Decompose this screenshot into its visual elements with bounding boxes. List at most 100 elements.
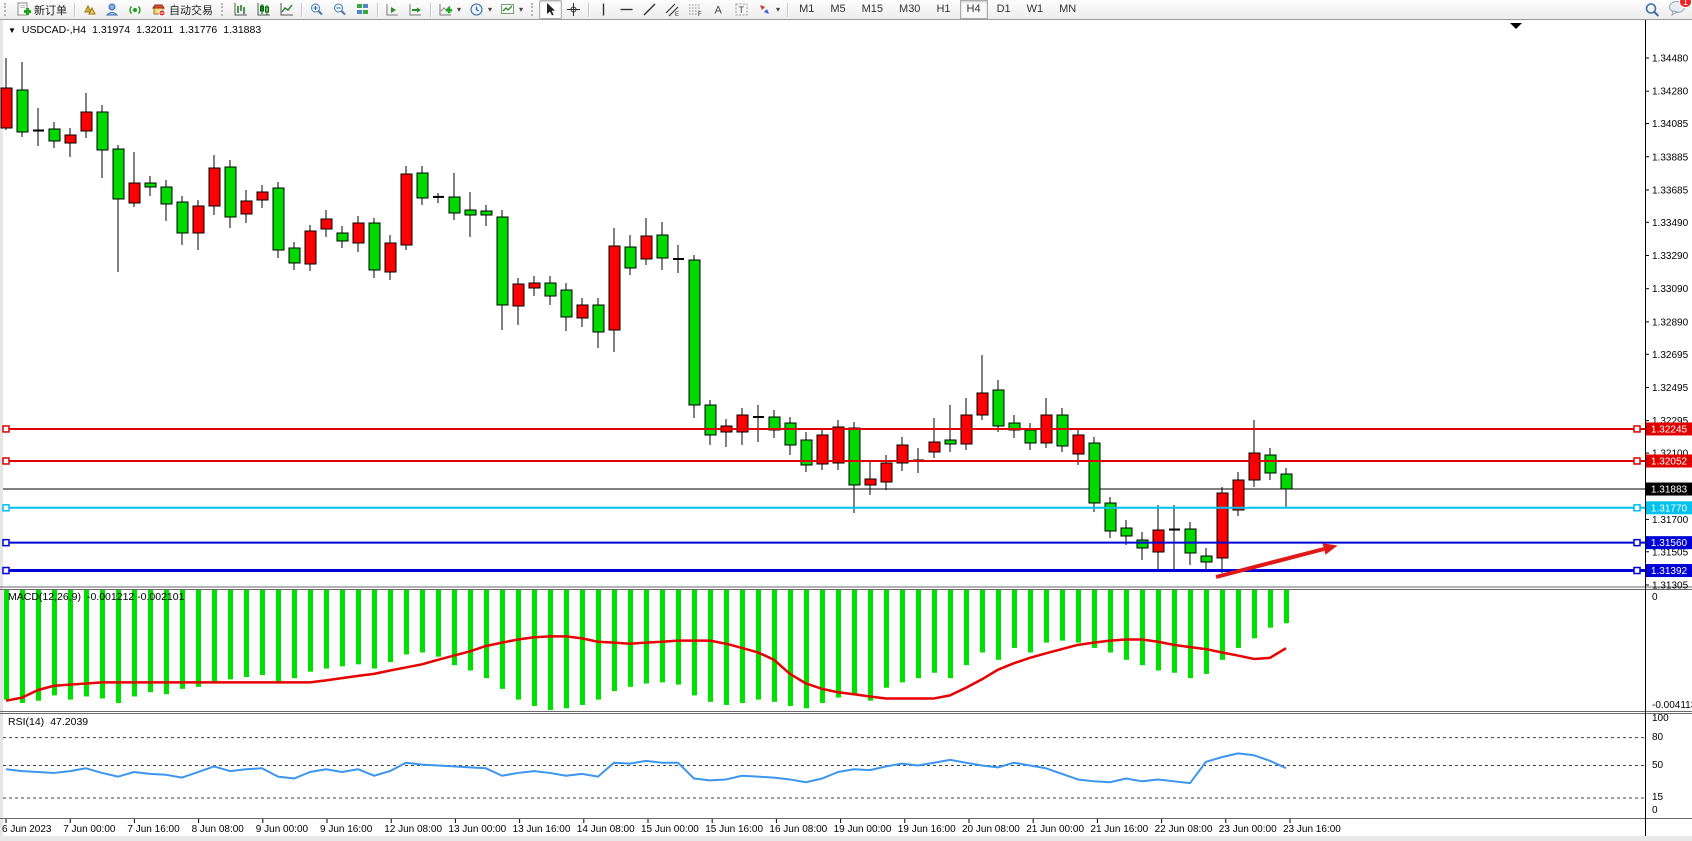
signals-button[interactable] — [124, 0, 147, 19]
quote-line: ▼ USDCAD-,H4 1.31974 1.32011 1.31776 1.3… — [8, 24, 261, 36]
time-axis-label: 13 Jun 00:00 — [448, 824, 506, 835]
macd-histogram-bar — [68, 589, 73, 700]
horizontal-line-button[interactable] — [615, 0, 638, 19]
text-button[interactable]: A — [707, 0, 730, 19]
candle-doji — [753, 416, 764, 419]
clock-icon — [469, 2, 484, 17]
fibonacci-button[interactable]: F — [684, 0, 707, 19]
support-line-blue-2-handle[interactable] — [1633, 566, 1641, 575]
price-tag — [1646, 482, 1692, 496]
macd-histogram-bar — [1188, 589, 1193, 679]
timeframe-button-D1[interactable]: D1 — [996, 3, 1011, 15]
signals-icon — [128, 2, 143, 17]
new-order-button[interactable]: 新订单 — [12, 0, 71, 19]
scroll-position-marker-icon[interactable] — [1510, 23, 1522, 29]
timeframe-button-MN[interactable]: MN — [1059, 3, 1077, 15]
macd-histogram-bar — [52, 589, 57, 696]
timeframe-button-W1[interactable]: W1 — [1026, 3, 1044, 15]
time-axis-label: 9 Jun 16:00 — [320, 824, 373, 835]
vertical-line-button[interactable] — [592, 0, 615, 19]
community-button[interactable] — [101, 0, 124, 19]
timeframe-button-H4[interactable]: H4 — [959, 0, 988, 19]
search-icon[interactable] — [1644, 2, 1660, 18]
auto-trading-label: 自动交易 — [169, 4, 213, 17]
toolbar-grip[interactable] — [221, 3, 226, 16]
zoom-in-button[interactable] — [305, 0, 328, 19]
time-axis-label: 12 Jun 08:00 — [384, 824, 442, 835]
close-value: 1.31883 — [223, 24, 262, 36]
tile-windows-button[interactable] — [351, 0, 374, 19]
resistance-line-2-handle[interactable] — [2, 457, 10, 465]
macd-histogram-bar — [436, 589, 441, 657]
gold-button[interactable] — [78, 0, 101, 19]
macd-histogram-bar — [708, 589, 713, 702]
toolbar-grip[interactable] — [4, 3, 9, 16]
timeframe-button-M15[interactable]: M15 — [861, 3, 884, 15]
support-line-cyan-handle[interactable] — [1633, 504, 1641, 512]
support-line-cyan-handle[interactable] — [2, 504, 10, 512]
time-axis-label: 21 Jun 16:00 — [1090, 824, 1148, 835]
candle-doji — [673, 257, 684, 260]
macd-histogram-bar — [1172, 589, 1177, 673]
quote-expander-icon[interactable]: ▼ — [8, 25, 16, 35]
rsi-line — [5, 752, 1287, 785]
trend-arrow-line[interactable] — [1215, 547, 1325, 579]
resistance-line-1-handle[interactable] — [2, 425, 10, 433]
notifications-button[interactable]: 1 — [1668, 0, 1692, 19]
macd-histogram-bar — [1236, 589, 1241, 648]
timeframe-button-M5[interactable]: M5 — [830, 3, 846, 15]
support-line-blue-1-handle[interactable] — [2, 538, 10, 547]
macd-histogram-bar — [1044, 589, 1049, 643]
candlestick-chart-button[interactable] — [252, 0, 275, 19]
equidistant-channel-button[interactable]: E — [661, 0, 684, 19]
auto-scroll-button[interactable] — [381, 0, 404, 19]
macd-histogram-bar — [260, 589, 265, 676]
timeframe-button-H1[interactable]: H1 — [936, 3, 951, 15]
auto-trading-button[interactable]: 自动交易 — [147, 0, 217, 19]
toolbar-separator — [301, 2, 302, 17]
zoom-out-button[interactable] — [328, 0, 351, 19]
resistance-line-1-handle[interactable] — [1633, 425, 1641, 433]
bar-chart-icon — [233, 2, 248, 17]
text-label-icon: T — [734, 2, 749, 17]
candle-up — [640, 235, 653, 260]
trendline-button[interactable] — [638, 0, 661, 19]
support-line-blue-1-handle[interactable] — [1633, 538, 1641, 547]
macd-histogram-bar — [564, 589, 569, 709]
crosshair-button[interactable] — [562, 0, 585, 19]
chart-shift-button[interactable] — [404, 0, 427, 19]
rsi-axis-label: 80 — [1652, 732, 1664, 743]
price-axis-label: 1.32695 — [1652, 350, 1689, 361]
price-axis-label: 1.32495 — [1652, 383, 1689, 394]
support-line-blue-2-handle[interactable] — [2, 566, 10, 575]
trend-arrow-head[interactable] — [1322, 543, 1338, 555]
new-order-icon — [16, 2, 31, 17]
zoom-in-icon — [309, 2, 324, 17]
resistance-line-2-handle[interactable] — [1633, 457, 1641, 465]
toolbar-separator — [377, 2, 378, 17]
bar-chart-button[interactable] — [229, 0, 252, 19]
arrows-button[interactable]: ▾ — [753, 0, 784, 19]
text-label-button[interactable]: T — [730, 0, 753, 19]
templates-button[interactable]: ▾ — [496, 0, 527, 19]
macd-histogram-bar — [388, 589, 393, 663]
toolbar-separator — [430, 2, 431, 17]
periods-button[interactable]: ▾ — [465, 0, 496, 19]
indicators-button[interactable]: ▾ — [434, 0, 465, 19]
candle-down — [992, 389, 1005, 427]
line-chart-button[interactable] — [275, 0, 298, 19]
price-tag-label: 1.31392 — [1651, 566, 1688, 577]
rsi-indicator-label: RSI(14) 47.2039 — [8, 716, 88, 728]
candle-down — [848, 427, 861, 486]
candle-up — [896, 444, 909, 464]
macd-histogram-bar — [644, 589, 649, 684]
timeframe-button-M1[interactable]: M1 — [799, 3, 815, 15]
rsi-axis-label: 0 — [1652, 805, 1658, 816]
toolbar-grip[interactable] — [531, 3, 536, 16]
timeframe-button-M30[interactable]: M30 — [899, 3, 921, 15]
macd-histogram-bar — [996, 589, 1001, 660]
candle-up — [736, 414, 749, 433]
macd-histogram-bar — [36, 589, 41, 701]
cursor-button[interactable] — [539, 0, 563, 19]
